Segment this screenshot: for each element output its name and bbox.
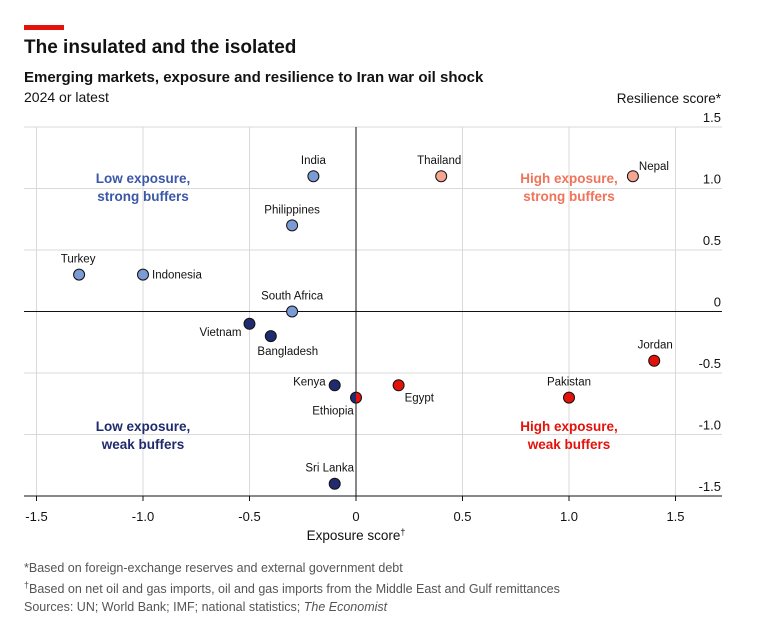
point-label-pakistan: Pakistan [547,377,591,389]
y-tick-label: -0.5 [699,356,721,371]
point-ethiopia-right [356,392,362,404]
chart-title: The insulated and the isolated [24,37,297,58]
x-tick-label: 1.0 [560,509,578,524]
point-label-egypt: Egypt [405,392,435,404]
point-thailand [435,170,448,183]
chart-subtitle: Emerging markets, exposure and resilienc… [24,69,484,86]
quadrant-label-line2: strong buffers [523,189,615,204]
footnote-sources: Sources: UN; World Bank; IMF; national s… [24,600,387,614]
point-indonesia [137,268,149,281]
accent-bar [24,25,64,30]
point-india [307,170,320,183]
point-label-thailand: Thailand [417,155,461,167]
point-label-vietnam: Vietnam [200,327,242,339]
y-tick-label: -1.5 [699,479,721,494]
footnote-exposure: †Based on net oil and gas imports, oil a… [24,580,560,596]
point-pakistan [563,391,575,404]
footnote-resilience: *Based on foreign-exchange reserves and … [24,561,403,575]
point-south-africa [286,305,299,318]
point-label-indonesia: Indonesia [152,270,202,282]
point-label-nepal: Nepal [639,161,669,173]
point-kenya [328,379,341,392]
quadrant-label-line2: weak buffers [101,437,185,452]
point-label-india: India [301,155,327,167]
x-axis-title-mark: † [400,527,405,537]
point-egypt [392,379,405,392]
quadrant-label-line2: strong buffers [97,189,189,204]
x-axis-title-text: Exposure score [307,528,401,543]
chart-period: 2024 or latest [24,89,109,105]
y-tick-label: 1.5 [703,110,721,125]
point-vietnam [243,317,256,330]
y-axis-title: Resilience score* [617,91,722,106]
x-axis-title: Exposure score† [307,527,406,543]
point-sri-lanka [328,477,341,490]
quadrant-label-line2: weak buffers [527,437,611,452]
footnote-exposure-text: Based on net oil and gas imports, oil an… [29,582,560,597]
point-ethiopia-left [350,392,356,404]
x-tick-label: 0.5 [453,509,471,524]
y-tick-label: -1.0 [699,418,721,433]
point-label-south-africa: South Africa [261,291,324,303]
point-label-bangladesh: Bangladesh [257,346,318,358]
sources-economist: The Economist [303,600,388,614]
point-ethiopia-outline [350,391,362,404]
point-label-ethiopia: Ethiopia [312,406,354,418]
point-label-turkey: Turkey [61,254,96,266]
quadrant-label-line1: High exposure, [520,171,618,186]
quadrant-label-line1: Low exposure, [96,419,191,434]
y-tick-label: 0 [714,295,721,310]
point-turkey [73,268,86,281]
point-label-jordan: Jordan [638,340,673,352]
point-nepal [626,170,639,183]
x-tick-label: 0 [352,509,359,524]
footnote-dagger: † [24,580,30,590]
x-tick-label: -1.0 [132,509,154,524]
y-tick-label: 0.5 [703,233,721,248]
point-bangladesh [264,330,277,343]
x-tick-label: 1.5 [666,509,684,524]
x-tick-label: -0.5 [238,509,260,524]
x-tick-label: -1.5 [25,509,47,524]
point-philippines [286,219,299,232]
y-tick-label: 1.0 [703,172,721,187]
sources-text: Sources: UN; World Bank; IMF; national s… [24,600,304,614]
point-label-sri-lanka: Sri Lanka [305,463,354,475]
point-label-kenya: Kenya [293,376,326,388]
point-label-philippines: Philippines [264,204,320,216]
point-jordan [648,354,661,367]
quadrant-label-line1: High exposure, [520,419,618,434]
quadrant-label-line1: Low exposure, [96,171,191,186]
